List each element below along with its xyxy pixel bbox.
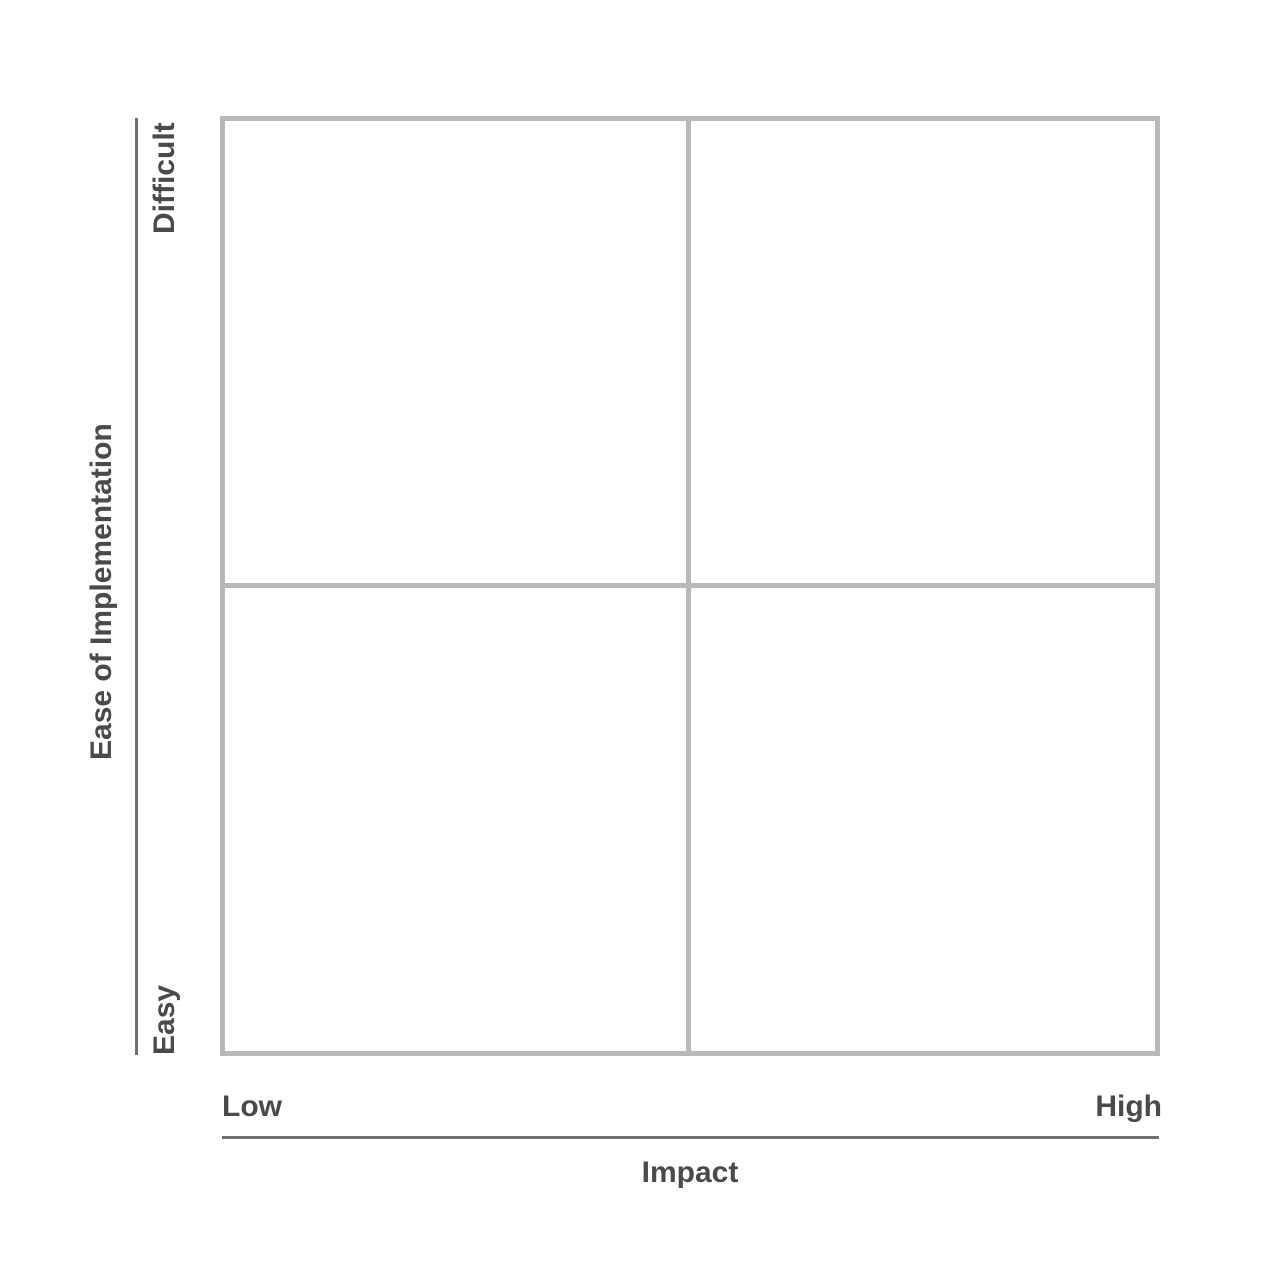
quadrant-easy-high	[691, 588, 1155, 1051]
x-axis-line	[222, 1136, 1159, 1139]
y-axis-low-label: Easy	[148, 984, 181, 1055]
x-axis-low-label: Low	[222, 1090, 282, 1123]
x-axis-title: Impact	[641, 1156, 739, 1189]
quadrant-difficult-low	[225, 121, 686, 583]
matrix-horizontal-divider	[220, 583, 1160, 588]
y-axis-high-label: Difficult	[148, 122, 181, 234]
x-axis-high-label: High	[1095, 1090, 1162, 1123]
quadrant-difficult-high	[691, 121, 1155, 583]
y-axis-line	[135, 118, 138, 1055]
quadrant-easy-low	[225, 588, 686, 1051]
y-axis-title: Ease of Implementation	[85, 423, 118, 760]
